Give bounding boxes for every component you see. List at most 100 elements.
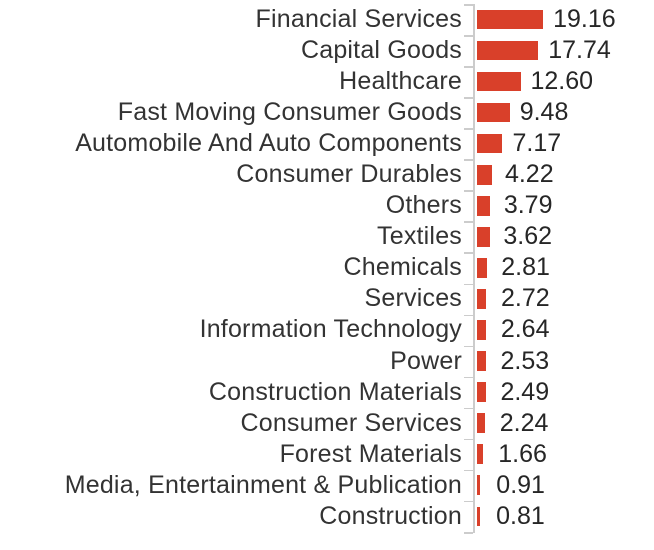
axis-tick xyxy=(464,314,473,317)
axis-tick xyxy=(464,407,473,410)
axis-tick xyxy=(464,97,473,99)
y-axis-line xyxy=(473,4,475,533)
bar xyxy=(477,165,492,185)
axis-tick xyxy=(464,4,473,6)
chart-rows: Financial Services 19.16 Capital Goods 17.7… xyxy=(0,4,654,532)
value-label: 19.16 xyxy=(553,5,616,34)
category-label: Information Technology xyxy=(199,315,462,344)
axis-tick xyxy=(464,159,473,161)
category-label: Consumer Durables xyxy=(236,160,462,189)
bar-track: 2.49 xyxy=(462,377,654,406)
axis-tick xyxy=(464,128,473,130)
bar-track: 9.48 xyxy=(462,100,654,125)
value-label: 17.74 xyxy=(548,36,611,65)
bar-track: 4.22 xyxy=(462,162,654,187)
category-label: Healthcare xyxy=(339,67,462,96)
bar-track: 2.81 xyxy=(462,255,654,280)
category-label: Chemicals xyxy=(343,253,462,282)
value-label: 2.64 xyxy=(500,315,550,344)
bar-track: 3.79 xyxy=(462,193,654,218)
category-label: Media, Entertainment & Publication xyxy=(64,470,462,499)
bar-track: 2.64 xyxy=(462,317,654,342)
chart-row: Power 2.53 xyxy=(0,346,654,377)
category-label: Forest Materials xyxy=(279,439,462,468)
value-label: 7.17 xyxy=(512,129,562,158)
category-label: Capital Goods xyxy=(300,36,462,65)
category-label: Automobile And Auto Components xyxy=(75,129,462,158)
bar xyxy=(477,102,510,123)
bar-track: 2.53 xyxy=(462,346,654,375)
category-label: Others xyxy=(385,191,462,220)
chart-row: Construction 0.81 xyxy=(0,501,654,532)
axis-tick xyxy=(464,469,473,472)
value-label: 3.62 xyxy=(503,222,553,251)
bar-track: 2.72 xyxy=(462,286,654,311)
bar-track: 17.74 xyxy=(462,38,654,63)
bar-track: 19.16 xyxy=(462,7,654,32)
axis-tick xyxy=(464,66,473,68)
value-label: 1.66 xyxy=(498,439,547,468)
bar-track: 12.60 xyxy=(462,69,654,94)
axis-tick xyxy=(464,376,473,379)
chart-row: Construction Materials 2.49 xyxy=(0,377,654,408)
bar-track: 1.66 xyxy=(462,439,654,468)
axis-tick xyxy=(464,252,473,254)
bar xyxy=(477,289,487,309)
value-label: 3.79 xyxy=(503,191,553,220)
chart-row: Financial Services 19.16 xyxy=(0,4,654,35)
chart-row: Media, Entertainment & Publication 0.91 xyxy=(0,470,654,501)
chart-row: Consumer Durables 4.22 xyxy=(0,159,654,190)
bar-track: 3.62 xyxy=(462,224,654,249)
bar xyxy=(477,196,491,216)
axis-tick xyxy=(464,221,473,223)
bar xyxy=(477,40,539,61)
chart-row: Healthcare 12.60 xyxy=(0,66,654,97)
chart-row: Information Technology 2.64 xyxy=(0,314,654,345)
axis-tick xyxy=(464,532,473,534)
chart-row: Chemicals 2.81 xyxy=(0,252,654,283)
value-label: 4.22 xyxy=(504,160,554,189)
axis-tick xyxy=(464,35,473,37)
chart-row: Capital Goods 17.74 xyxy=(0,35,654,66)
bar xyxy=(477,413,485,433)
bar xyxy=(477,133,502,154)
value-label: 2.49 xyxy=(500,377,550,406)
axis-tick xyxy=(464,283,473,286)
value-label: 2.24 xyxy=(499,408,549,437)
bar xyxy=(477,382,486,402)
bar xyxy=(477,475,481,495)
bar-track: 0.81 xyxy=(462,503,654,529)
axis-tick xyxy=(464,438,473,441)
bar xyxy=(477,9,544,30)
category-label: Fast Moving Consumer Goods xyxy=(117,98,462,127)
category-label: Construction xyxy=(319,501,462,530)
value-label: 9.48 xyxy=(519,98,569,127)
axis-tick xyxy=(464,345,473,348)
bar-track: 2.24 xyxy=(462,408,654,437)
category-label: Financial Services xyxy=(255,5,462,34)
bar xyxy=(477,227,490,247)
chart-row: Forest Materials 1.66 xyxy=(0,439,654,470)
bar xyxy=(477,506,480,527)
chart-row: Consumer Services 2.24 xyxy=(0,408,654,439)
bar-track: 0.91 xyxy=(462,472,654,498)
category-label: Consumer Services xyxy=(240,408,462,437)
category-label: Textiles xyxy=(377,222,462,251)
category-label: Services xyxy=(364,284,462,313)
bar xyxy=(477,351,486,371)
chart-row: Others 3.79 xyxy=(0,190,654,221)
bar xyxy=(477,444,483,464)
bar xyxy=(477,320,487,340)
chart-row: Automobile And Auto Components 7.17 xyxy=(0,128,654,159)
category-label: Construction Materials xyxy=(208,377,462,406)
bar xyxy=(477,258,487,278)
category-label: Power xyxy=(390,346,462,375)
value-label: 12.60 xyxy=(530,67,594,96)
value-label: 2.81 xyxy=(501,253,550,282)
axis-tick xyxy=(464,500,473,503)
bar-track: 7.17 xyxy=(462,131,654,156)
value-label: 2.72 xyxy=(501,284,550,313)
axis-tick xyxy=(464,190,473,192)
value-label: 2.53 xyxy=(500,346,550,375)
